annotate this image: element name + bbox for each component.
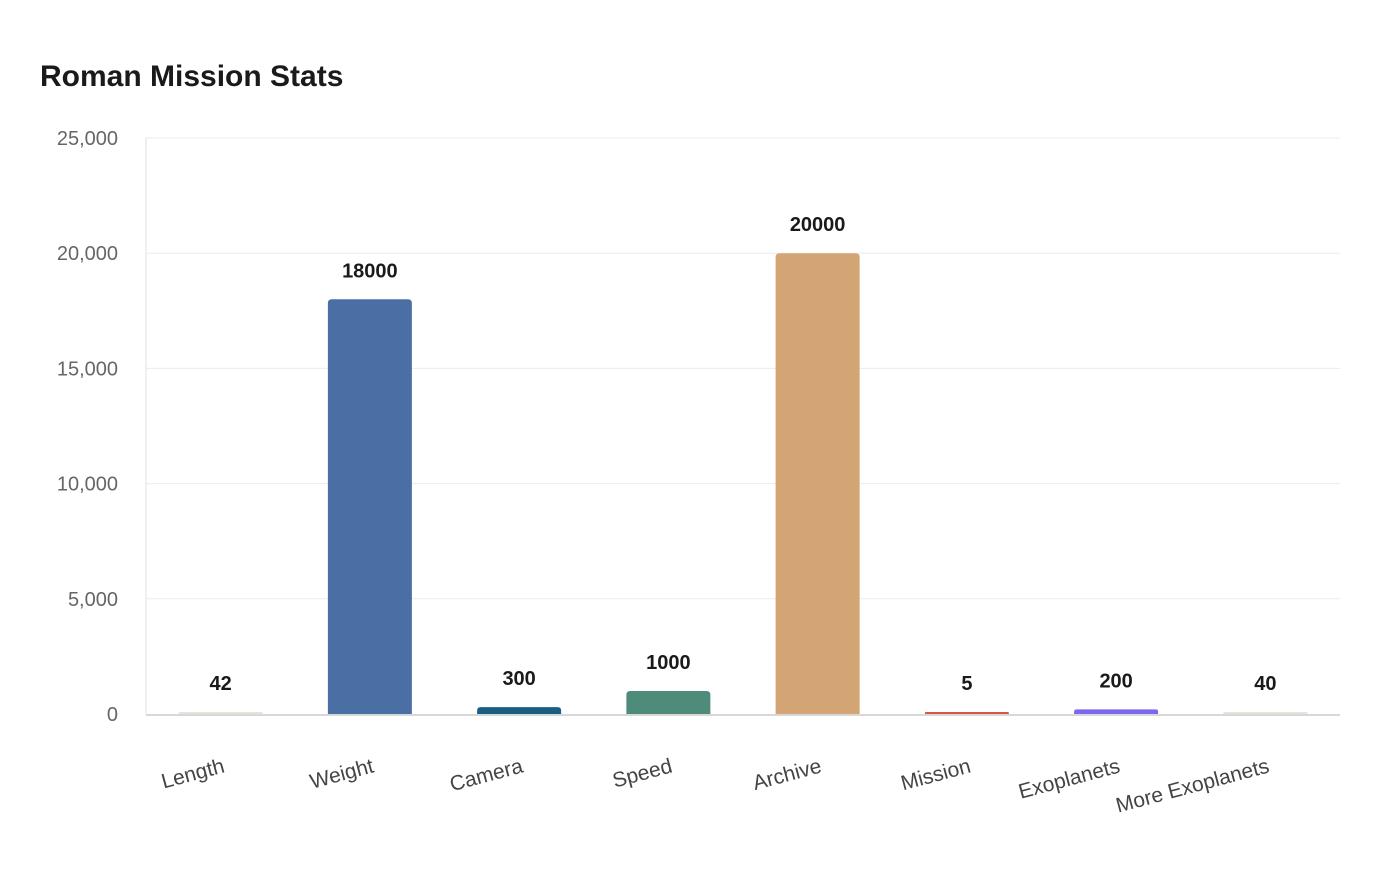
bar-exoplanets — [1074, 709, 1159, 714]
data-label: 40 — [1254, 673, 1276, 695]
y-tick-label: 20,000 — [57, 243, 118, 265]
x-tick-label: Mission — [898, 755, 973, 796]
x-tick-label: Length — [159, 755, 227, 794]
x-tick-label: More Exoplanets — [1113, 755, 1271, 818]
bar-archive — [775, 253, 860, 714]
x-tick-label: Weight — [307, 755, 376, 794]
y-tick-label: 25,000 — [57, 128, 118, 150]
y-tick-label: 0 — [107, 704, 118, 726]
x-tick-label: Speed — [610, 755, 675, 793]
y-tick-label: 15,000 — [57, 358, 118, 380]
y-tick-label: 5,000 — [68, 589, 118, 611]
x-tick-label: Exoplanets — [1016, 755, 1122, 804]
data-label: 300 — [502, 668, 535, 690]
bar-more-exoplanets — [1223, 712, 1308, 714]
x-tick-label: Archive — [750, 755, 824, 795]
y-tick-label: 10,000 — [57, 474, 118, 496]
chart-title: Roman Mission Stats — [40, 60, 344, 93]
bar-length — [178, 712, 263, 714]
data-label: 5 — [961, 673, 972, 695]
data-label: 1000 — [646, 652, 691, 674]
x-tick-label: Camera — [447, 755, 525, 797]
bar-camera — [477, 707, 562, 714]
bar-mission — [924, 712, 1009, 714]
data-label: 18000 — [342, 260, 398, 282]
bar-weight — [327, 299, 412, 714]
data-label: 200 — [1099, 670, 1132, 692]
data-label: 42 — [210, 673, 232, 695]
data-label: 20000 — [790, 214, 846, 236]
bar-speed — [626, 690, 711, 714]
